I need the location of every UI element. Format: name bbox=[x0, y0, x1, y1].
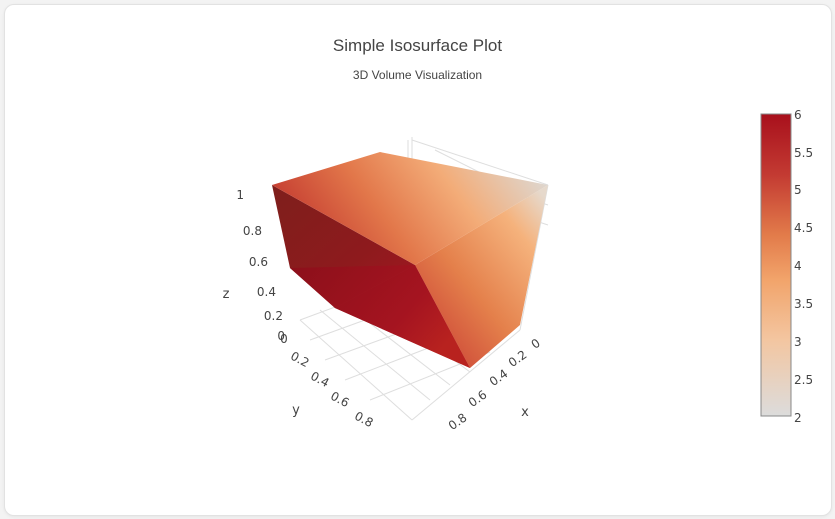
x-tick-label: 0 bbox=[529, 336, 543, 352]
x-tick-label: 0.8 bbox=[446, 411, 470, 433]
z-tick-label: 0.6 bbox=[249, 255, 268, 269]
y-tick-label: 0 bbox=[280, 332, 288, 346]
colorbar-gradient bbox=[760, 113, 792, 417]
colorbar-tick: 3 bbox=[794, 335, 802, 349]
chart-subtitle: 3D Volume Visualization bbox=[352, 68, 483, 82]
colorbar: 6 5.5 5 4.5 4 3.5 3 2.5 2 bbox=[760, 108, 813, 425]
chart-title: Simple Isosurface Plot bbox=[332, 36, 503, 55]
y-tick-label: 0.2 bbox=[288, 349, 311, 370]
x-tick-label: 0.4 bbox=[487, 367, 511, 389]
z-tick-label: 1 bbox=[236, 188, 244, 202]
colorbar-tick: 5 bbox=[794, 183, 802, 197]
x-axis-label: x bbox=[521, 405, 529, 420]
colorbar-tick: 2 bbox=[794, 411, 802, 425]
colorbar-tick: 2.5 bbox=[794, 373, 813, 387]
isosurface-right-face bbox=[415, 185, 548, 368]
z-tick-label: 0.2 bbox=[264, 309, 283, 323]
y-tick-label: 0.6 bbox=[328, 389, 351, 410]
z-tick-label: 0 bbox=[277, 329, 285, 343]
y-tick-label: 0.8 bbox=[352, 409, 375, 430]
x-tick-label: 0.2 bbox=[506, 348, 530, 370]
isosurface-front-left bbox=[290, 265, 470, 368]
colorbar-tick: 4.5 bbox=[794, 221, 813, 235]
colorbar-tick: 6 bbox=[794, 108, 802, 122]
colorbar-tick: 4 bbox=[794, 259, 802, 273]
y-tick-label: 0.4 bbox=[308, 369, 331, 390]
colorbar-tick: 5.5 bbox=[794, 146, 813, 160]
z-tick-label: 0.4 bbox=[257, 285, 276, 299]
colorbar-tick: 3.5 bbox=[794, 297, 813, 311]
x-tick-label: 0.6 bbox=[466, 388, 490, 410]
isosurface-top-face bbox=[272, 152, 548, 265]
z-tick-label: 0.8 bbox=[243, 224, 262, 238]
y-axis-label: y bbox=[292, 403, 300, 418]
z-axis: 1 0.8 0.6 0.4 0.2 0 z bbox=[223, 188, 285, 343]
z-axis-label: z bbox=[223, 287, 230, 302]
